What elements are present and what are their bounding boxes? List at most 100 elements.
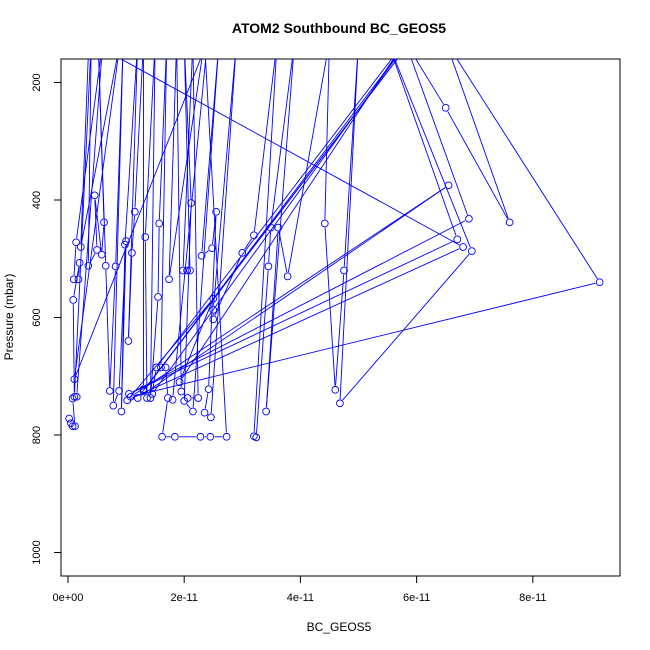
series-segment — [182, 59, 193, 267]
series-segment — [181, 59, 394, 379]
series-segment — [192, 59, 219, 408]
series-segment — [158, 59, 393, 365]
data-point — [117, 407, 126, 416]
data-point — [467, 247, 476, 255]
data-point — [194, 394, 202, 402]
data-point — [165, 275, 173, 284]
series-segment — [210, 59, 236, 414]
series-segment — [451, 59, 509, 219]
data-point — [197, 251, 206, 260]
data-point — [109, 401, 118, 410]
series-segment — [72, 402, 76, 423]
data-point — [465, 214, 473, 223]
series-segment — [87, 59, 92, 262]
data-point — [187, 199, 196, 207]
data-point — [177, 387, 186, 396]
data-point — [130, 207, 139, 216]
series-segment — [124, 59, 138, 241]
data-point — [123, 396, 132, 405]
x-tick-label: 0e+00 — [53, 592, 84, 604]
data-point — [70, 375, 79, 384]
data-point — [124, 337, 133, 345]
series-segment — [212, 215, 217, 245]
data-point — [183, 266, 191, 275]
data-point — [84, 261, 93, 270]
data-point — [595, 278, 604, 287]
data-point — [93, 246, 101, 254]
series-segment — [154, 59, 396, 391]
data-point — [505, 218, 514, 227]
data-point — [180, 397, 189, 405]
data-point — [69, 296, 78, 304]
series-segment — [172, 59, 207, 396]
data-point — [75, 259, 84, 267]
series-segment — [415, 59, 444, 105]
data-point — [71, 422, 79, 431]
series-segment — [94, 199, 102, 251]
data-point — [340, 266, 348, 275]
series-segment — [256, 270, 269, 434]
y-tick-label: 600 — [31, 308, 43, 326]
series-segment — [287, 59, 327, 273]
data-point — [283, 272, 292, 281]
series-segment — [410, 59, 468, 216]
data-point — [266, 223, 275, 232]
series-segment — [109, 270, 116, 387]
data-point — [121, 240, 129, 249]
series-segment — [213, 59, 236, 306]
data-point — [152, 363, 161, 372]
series-segment — [343, 59, 358, 267]
data-point — [122, 237, 130, 245]
data-point — [70, 392, 79, 401]
series-segment — [186, 403, 191, 409]
data-point — [72, 392, 81, 401]
data-point — [154, 293, 162, 301]
data-point — [146, 394, 155, 402]
data-point — [175, 378, 184, 386]
series-segment — [152, 371, 157, 390]
data-point — [157, 363, 165, 372]
data-point — [100, 218, 108, 227]
series-segment — [201, 59, 219, 252]
series-segment — [145, 59, 155, 233]
series-segment — [253, 59, 277, 433]
data-point — [111, 262, 120, 271]
series-segment — [265, 59, 294, 408]
series-segment — [278, 231, 288, 273]
data-point — [208, 244, 216, 253]
series-segment — [73, 246, 77, 276]
data-point — [90, 191, 99, 200]
series-segment — [78, 267, 80, 276]
series-segment — [214, 256, 242, 316]
data-point — [171, 432, 179, 441]
series-segment — [335, 274, 345, 386]
series-segment — [74, 59, 119, 376]
data-point — [164, 394, 172, 402]
y-tick-label: 400 — [31, 191, 43, 209]
y-tick-label: 200 — [31, 73, 43, 91]
data-point — [189, 407, 197, 416]
series-segment — [150, 59, 156, 394]
data-point — [168, 395, 177, 404]
series-segment — [76, 59, 102, 393]
data-point — [148, 390, 157, 398]
data-point — [161, 363, 170, 372]
series-segment — [324, 227, 336, 386]
data-point — [441, 103, 450, 112]
series-segment — [244, 238, 252, 250]
series-segment — [114, 394, 118, 402]
series-segment — [204, 393, 209, 409]
data-point — [200, 408, 209, 417]
series-segment — [268, 231, 271, 263]
data-point — [250, 231, 258, 240]
x-axis: 0e+00 2e-11 4e-11 6e-11 8e-11 — [53, 575, 547, 604]
series-segment — [176, 59, 182, 388]
series-segment — [98, 59, 107, 262]
series-segment — [89, 253, 96, 263]
series-segment — [150, 301, 159, 394]
series-segment — [253, 59, 276, 232]
data-point — [101, 261, 110, 270]
series-segment — [158, 59, 167, 220]
data-point — [209, 294, 218, 303]
